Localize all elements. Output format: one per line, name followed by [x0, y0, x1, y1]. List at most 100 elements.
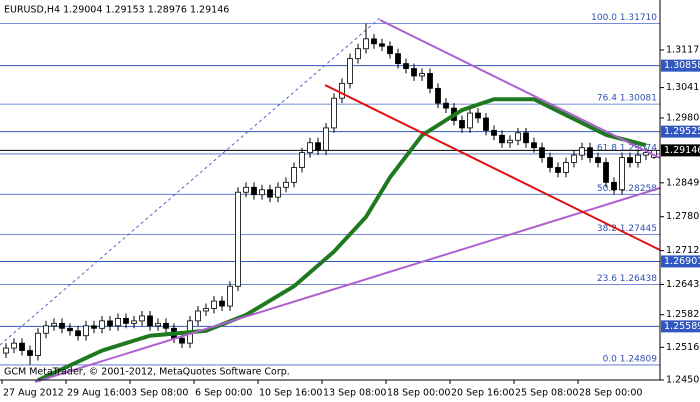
candle-body: [483, 117, 489, 131]
candle-body: [291, 167, 297, 183]
candle-body: [131, 320, 137, 324]
price-label: 1.26901: [664, 256, 700, 267]
candle-body: [115, 317, 121, 327]
candle-body: [619, 157, 625, 191]
candle-body: [555, 167, 561, 173]
trend-line: [379, 19, 661, 159]
candle-body: [147, 315, 153, 327]
price-box: [661, 255, 700, 268]
chart-header: EURUSD,H4 1.29004 1.29153 1.28976 1.2914…: [4, 5, 229, 16]
axis-labels: 1.31175 1.30415 1.29800 1.28490 1.27805 1.271…: [1, 44, 700, 399]
price-box: [661, 125, 700, 138]
candle-body: [515, 132, 521, 141]
candle-body: [123, 317, 129, 324]
candle-body: [411, 68, 417, 77]
candle-body: [251, 186, 257, 196]
candle-body: [267, 189, 273, 198]
candle-body: [611, 181, 617, 191]
fibo-label: 100.0 1.31710: [591, 13, 657, 23]
candle-body: [211, 300, 217, 309]
candle-body: [3, 347, 9, 354]
candle-body: [595, 157, 601, 163]
candle-body: [35, 332, 41, 356]
candle-body: [307, 142, 313, 154]
fibo-label: 61.8 1.29074: [597, 143, 657, 153]
candle-body: [499, 134, 505, 144]
x-tick-label: 3 Sep 08:00: [131, 388, 188, 399]
footer: GCM MetaTrader, © 2001-2012, MetaQuotes …: [4, 367, 290, 378]
price-box: [661, 144, 700, 157]
candle-body: [315, 142, 321, 151]
x-tick-label: 10 Sep 16:00: [259, 388, 322, 399]
candle-body: [347, 58, 353, 84]
x-tick-label: 29 Aug 16:00: [67, 388, 131, 399]
candle-body: [563, 162, 569, 173]
candle-body: [155, 322, 161, 327]
trend-line: [34, 187, 661, 383]
candle-body: [571, 154, 577, 163]
candle-body: [243, 186, 249, 193]
candle-body: [235, 191, 241, 287]
candle-body: [339, 82, 345, 99]
y-tick-label: 1.26435: [666, 279, 700, 290]
y-tick-label: 1.27805: [666, 211, 700, 222]
candle-body: [331, 97, 337, 129]
candle-body: [203, 308, 209, 312]
moving-average: [37, 97, 647, 383]
x-tick-label: 28 Sep 00:00: [579, 388, 642, 399]
candle-body: [83, 325, 89, 337]
candle-body: [59, 322, 65, 329]
candle-body: [603, 162, 609, 183]
candle-body: [371, 38, 377, 45]
plot: [3, 23, 657, 383]
candle-body: [259, 189, 265, 196]
y-tick-label: 1.25825: [666, 309, 700, 320]
candle-body: [99, 320, 105, 329]
price-box: [661, 320, 700, 333]
x-tick-label: 27 Aug 2012: [3, 388, 64, 399]
fibo-label: 50.0 1.28258: [597, 184, 657, 194]
candle-body: [43, 325, 49, 334]
x-tick-label: 20 Sep 16:00: [451, 388, 514, 399]
fibo-label: 0.0 1.24809: [603, 354, 658, 364]
price-box: [661, 59, 700, 72]
candle-body: [539, 147, 545, 158]
candle-body: [587, 147, 593, 158]
candle-body: [635, 154, 641, 163]
candle-body: [139, 315, 145, 322]
candle-body: [579, 147, 585, 156]
price-label: 1.25589: [664, 321, 700, 332]
candle-body: [547, 157, 553, 168]
candle-body: [387, 45, 393, 55]
x-tick-label: 6 Sep 00:00: [195, 388, 252, 399]
candle-body: [403, 63, 409, 69]
candle-body: [11, 342, 17, 349]
price-label: 1.29525: [664, 126, 700, 137]
candle-body: [91, 325, 97, 329]
candle-body: [283, 181, 289, 188]
candle-body: [459, 120, 465, 129]
candle-body: [395, 53, 401, 64]
candle-body: [427, 73, 433, 89]
candle-body: [275, 186, 281, 198]
candle-body: [107, 320, 113, 327]
candle-body: [27, 350, 33, 356]
price-label: 1.30858: [664, 60, 700, 71]
candle-body: [163, 322, 169, 329]
candle-body: [491, 129, 497, 136]
y-tick-label: 1.25165: [666, 342, 700, 353]
candle-body: [531, 142, 537, 149]
y-tick-label: 1.24505: [666, 375, 700, 386]
x-tick-label: 18 Sep 00:00: [387, 388, 450, 399]
candle-body: [643, 152, 649, 156]
x-tick-label: 25 Sep 08:00: [515, 388, 578, 399]
trend-line: [324, 84, 661, 251]
candle-body: [67, 327, 73, 332]
y-tick-label: 1.30415: [666, 82, 700, 93]
candle-body: [475, 112, 481, 119]
candle-body: [523, 132, 529, 144]
candle-body: [75, 330, 81, 337]
candle-body: [179, 337, 185, 344]
